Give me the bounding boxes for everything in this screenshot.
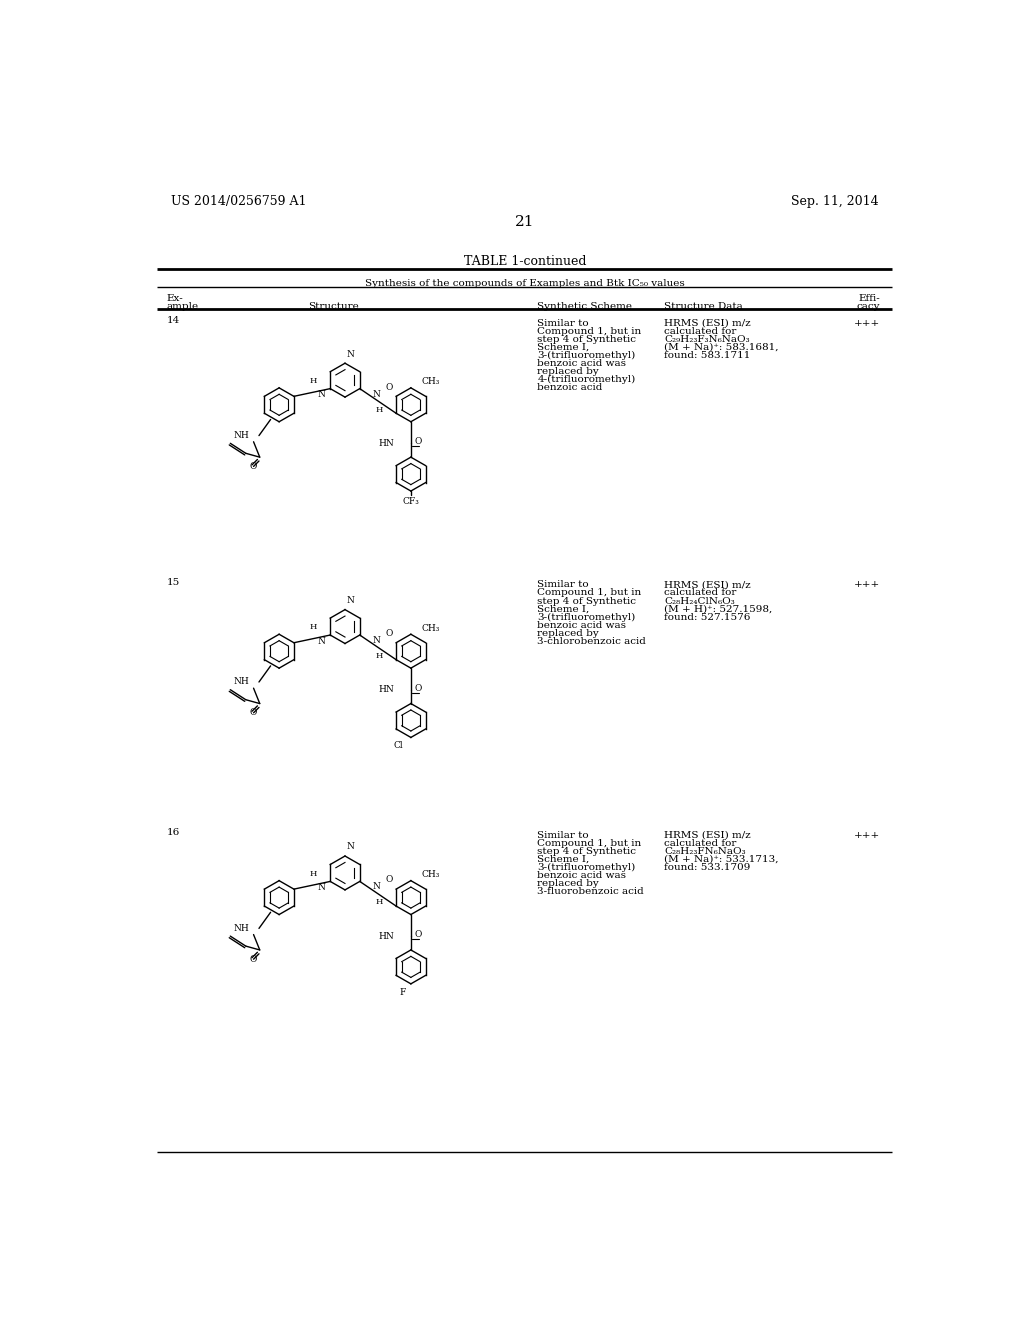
Text: N: N <box>373 883 380 891</box>
Text: 4-(trifluoromethyl): 4-(trifluoromethyl) <box>538 375 636 384</box>
Text: Similar to: Similar to <box>538 581 589 589</box>
Text: (M + H)⁺: 527.1598,: (M + H)⁺: 527.1598, <box>665 605 772 614</box>
Text: found: 527.1576: found: 527.1576 <box>665 612 751 622</box>
Text: NH: NH <box>233 432 250 440</box>
Text: HN: HN <box>378 932 394 941</box>
Text: calculated for: calculated for <box>665 589 736 598</box>
Text: C₂₈H₂₄ClN₆O₃: C₂₈H₂₄ClN₆O₃ <box>665 597 735 606</box>
Text: N: N <box>317 391 326 399</box>
Text: benzoic acid was: benzoic acid was <box>538 620 627 630</box>
Text: Structure Data: Structure Data <box>665 302 743 310</box>
Text: O: O <box>386 875 393 884</box>
Text: Synthesis of the compounds of Examples and Btk IC₅₀ values: Synthesis of the compounds of Examples a… <box>365 280 685 288</box>
Text: O: O <box>250 709 257 717</box>
Text: cacy: cacy <box>856 302 880 310</box>
Text: 16: 16 <box>167 829 180 837</box>
Text: H: H <box>310 870 317 878</box>
Text: Ex-: Ex- <box>167 294 183 302</box>
Text: +++: +++ <box>853 318 880 327</box>
Text: N: N <box>373 636 380 645</box>
Text: (M + Na)⁺: 583.1681,: (M + Na)⁺: 583.1681, <box>665 343 779 352</box>
Text: US 2014/0256759 A1: US 2014/0256759 A1 <box>171 194 306 207</box>
Text: 14: 14 <box>167 317 180 325</box>
Text: Scheme I,: Scheme I, <box>538 855 590 863</box>
Text: benzoic acid: benzoic acid <box>538 383 602 392</box>
Text: CH₃: CH₃ <box>422 378 440 387</box>
Text: H: H <box>310 376 317 385</box>
Text: benzoic acid was: benzoic acid was <box>538 871 627 880</box>
Text: Scheme I,: Scheme I, <box>538 343 590 352</box>
Text: 3-(trifluoromethyl): 3-(trifluoromethyl) <box>538 863 636 873</box>
Text: O: O <box>250 462 257 471</box>
Text: replaced by: replaced by <box>538 879 599 888</box>
Text: HRMS (ESI) m/z: HRMS (ESI) m/z <box>665 318 751 327</box>
Text: N: N <box>346 350 354 359</box>
Text: H: H <box>376 405 383 413</box>
Text: H: H <box>376 899 383 907</box>
Text: N: N <box>317 883 326 892</box>
Text: NH: NH <box>233 677 250 686</box>
Text: HN: HN <box>378 438 394 447</box>
Text: step 4 of Synthetic: step 4 of Synthetic <box>538 847 636 855</box>
Text: Compound 1, but in: Compound 1, but in <box>538 326 641 335</box>
Text: 3-(trifluoromethyl): 3-(trifluoromethyl) <box>538 612 636 622</box>
Text: calculated for: calculated for <box>665 326 736 335</box>
Text: N: N <box>346 842 354 851</box>
Text: 3-fluorobenzoic acid: 3-fluorobenzoic acid <box>538 887 644 896</box>
Text: Cl: Cl <box>393 742 403 750</box>
Text: O: O <box>386 630 393 638</box>
Text: (M + Na)⁺: 533.1713,: (M + Na)⁺: 533.1713, <box>665 855 779 863</box>
Text: HRMS (ESI) m/z: HRMS (ESI) m/z <box>665 830 751 840</box>
Text: H: H <box>376 652 383 660</box>
Text: Compound 1, but in: Compound 1, but in <box>538 838 641 847</box>
Text: N: N <box>346 597 354 605</box>
Text: O: O <box>415 931 422 939</box>
Text: Structure: Structure <box>308 302 358 310</box>
Text: step 4 of Synthetic: step 4 of Synthetic <box>538 335 636 343</box>
Text: Scheme I,: Scheme I, <box>538 605 590 614</box>
Text: replaced by: replaced by <box>538 367 599 376</box>
Text: Synthetic Scheme: Synthetic Scheme <box>538 302 632 310</box>
Text: Similar to: Similar to <box>538 830 589 840</box>
Text: replaced by: replaced by <box>538 628 599 638</box>
Text: O: O <box>415 684 422 693</box>
Text: 21: 21 <box>515 215 535 228</box>
Text: HRMS (ESI) m/z: HRMS (ESI) m/z <box>665 581 751 589</box>
Text: TABLE 1-continued: TABLE 1-continued <box>464 256 586 268</box>
Text: N: N <box>317 636 326 645</box>
Text: 3-chlorobenzoic acid: 3-chlorobenzoic acid <box>538 638 646 645</box>
Text: O: O <box>386 383 393 392</box>
Text: O: O <box>415 437 422 446</box>
Text: Effi-: Effi- <box>858 294 880 302</box>
Text: 3-(trifluoromethyl): 3-(trifluoromethyl) <box>538 351 636 360</box>
Text: benzoic acid was: benzoic acid was <box>538 359 627 368</box>
Text: Compound 1, but in: Compound 1, but in <box>538 589 641 598</box>
Text: F: F <box>399 987 406 997</box>
Text: step 4 of Synthetic: step 4 of Synthetic <box>538 597 636 606</box>
Text: CH₃: CH₃ <box>422 623 440 632</box>
Text: CF₃: CF₃ <box>402 498 419 506</box>
Text: NH: NH <box>233 924 250 933</box>
Text: CH₃: CH₃ <box>422 870 440 879</box>
Text: Similar to: Similar to <box>538 318 589 327</box>
Text: C₂₉H₂₃F₃N₆NaO₃: C₂₉H₂₃F₃N₆NaO₃ <box>665 335 750 343</box>
Text: ample: ample <box>167 302 199 310</box>
Text: 15: 15 <box>167 578 180 587</box>
Text: found: 533.1709: found: 533.1709 <box>665 863 751 873</box>
Text: +++: +++ <box>853 830 880 840</box>
Text: calculated for: calculated for <box>665 838 736 847</box>
Text: HN: HN <box>378 685 394 694</box>
Text: N: N <box>373 389 380 399</box>
Text: O: O <box>250 954 257 964</box>
Text: H: H <box>310 623 317 631</box>
Text: Sep. 11, 2014: Sep. 11, 2014 <box>792 194 879 207</box>
Text: found: 583.1711: found: 583.1711 <box>665 351 751 360</box>
Text: +++: +++ <box>853 581 880 589</box>
Text: C₂₈H₂₃FN₆NaO₃: C₂₈H₂₃FN₆NaO₃ <box>665 847 745 855</box>
